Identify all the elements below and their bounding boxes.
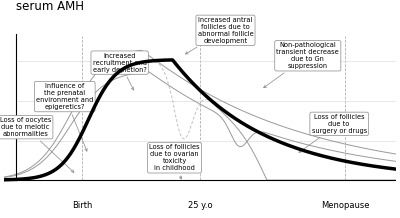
Text: 25 y.o: 25 y.o (188, 201, 212, 210)
Text: Increased
recruitment and
early depletion?: Increased recruitment and early depletio… (93, 53, 147, 90)
Text: Non-pathological
transient decrease
due to Gn
suppression: Non-pathological transient decrease due … (264, 42, 339, 88)
Text: Menopause: Menopause (321, 201, 369, 210)
Text: Loss of follicles
due to
surgery or drugs: Loss of follicles due to surgery or drug… (299, 114, 367, 152)
Text: serum AMH: serum AMH (16, 0, 84, 13)
Text: Birth: Birth (72, 201, 92, 210)
Text: Loss of oocytes
due to meiotic
abnormalities: Loss of oocytes due to meiotic abnormali… (0, 117, 74, 172)
Text: Increased antral
follicles due to
abnormal follicle
development: Increased antral follicles due to abnorm… (186, 17, 253, 54)
Text: Influence of
the prenatal
environment and
epigeretics?: Influence of the prenatal environment an… (36, 83, 94, 151)
Text: Loss of follicles
due to ovarian
toxicity
in childhood: Loss of follicles due to ovarian toxicit… (149, 144, 200, 179)
